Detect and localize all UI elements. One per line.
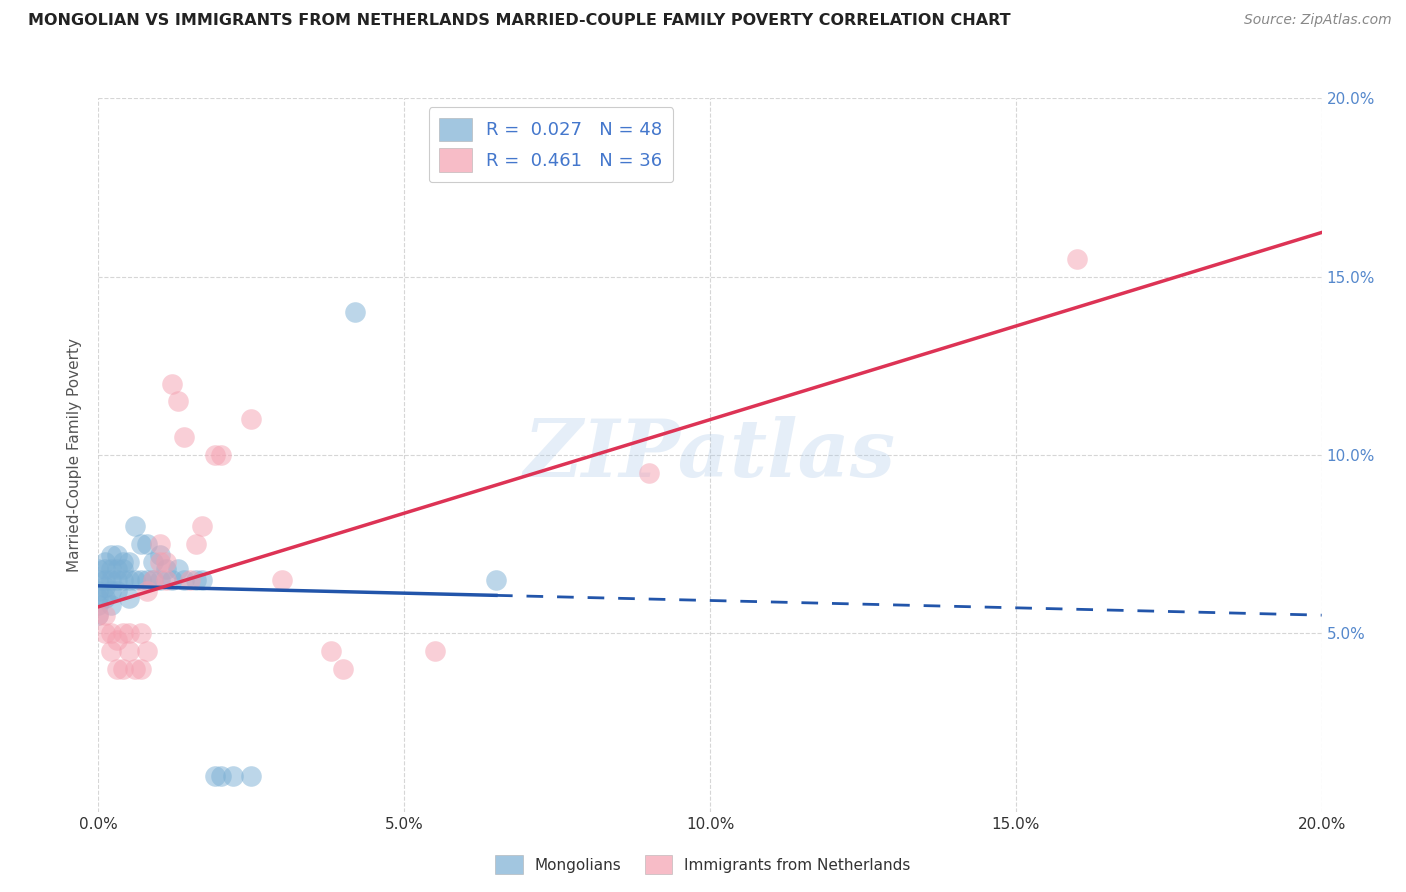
Point [93, 573, 115, 587]
Point [111, 562, 134, 576]
Point [118, 573, 141, 587]
Point [87, 608, 110, 623]
Point [209, 448, 232, 462]
Point [319, 644, 342, 658]
Point [240, 412, 263, 426]
Text: MONGOLIAN VS IMMIGRANTS FROM NETHERLANDS MARRIED-COUPLE FAMILY POVERTY CORRELATI: MONGOLIAN VS IMMIGRANTS FROM NETHERLANDS… [28, 13, 1011, 29]
Point [87, 591, 110, 605]
Point [129, 626, 152, 640]
Point [100, 598, 122, 612]
Point [100, 644, 122, 658]
Point [209, 769, 232, 783]
Point [136, 573, 159, 587]
Point [129, 537, 152, 551]
Point [142, 573, 165, 587]
Point [136, 583, 159, 598]
Y-axis label: Married-Couple Family Poverty: Married-Couple Family Poverty [67, 338, 83, 572]
Point [87, 573, 110, 587]
Point [111, 555, 134, 569]
Point [118, 555, 141, 569]
Point [155, 573, 177, 587]
Point [173, 430, 195, 444]
Point [118, 591, 141, 605]
Legend: Mongolians, Immigrants from Netherlands: Mongolians, Immigrants from Netherlands [489, 849, 917, 880]
Point [118, 626, 141, 640]
Point [129, 573, 152, 587]
Point [155, 555, 177, 569]
Text: ZIPatlas: ZIPatlas [524, 417, 896, 493]
Point [111, 626, 134, 640]
Point [87, 562, 110, 576]
Point [240, 769, 263, 783]
Point [204, 769, 226, 783]
Point [167, 394, 190, 409]
Point [100, 562, 122, 576]
Point [1066, 252, 1088, 266]
Point [167, 562, 190, 576]
Point [105, 562, 128, 576]
Point [222, 769, 245, 783]
Point [332, 662, 354, 676]
Point [142, 573, 165, 587]
Point [149, 537, 172, 551]
Point [105, 573, 128, 587]
Point [129, 662, 152, 676]
Point [142, 555, 165, 569]
Point [191, 519, 214, 533]
Point [105, 662, 128, 676]
Point [100, 548, 122, 562]
Point [111, 573, 134, 587]
Legend: R =  0.027   N = 48, R =  0.461   N = 36: R = 0.027 N = 48, R = 0.461 N = 36 [429, 107, 673, 183]
Point [186, 573, 208, 587]
Point [93, 591, 115, 605]
Point [124, 573, 146, 587]
Point [87, 583, 110, 598]
Point [344, 305, 367, 319]
Point [93, 608, 115, 623]
Point [485, 573, 508, 587]
Point [118, 644, 141, 658]
Point [149, 573, 172, 587]
Point [155, 562, 177, 576]
Point [637, 466, 661, 480]
Point [100, 573, 122, 587]
Point [105, 548, 128, 562]
Point [179, 573, 201, 587]
Point [87, 598, 110, 612]
Point [100, 583, 122, 598]
Point [423, 644, 446, 658]
Point [87, 608, 110, 623]
Text: Source: ZipAtlas.com: Source: ZipAtlas.com [1244, 13, 1392, 28]
Point [136, 537, 159, 551]
Point [100, 626, 122, 640]
Point [124, 519, 146, 533]
Point [149, 555, 172, 569]
Point [93, 626, 115, 640]
Point [105, 583, 128, 598]
Point [105, 633, 128, 648]
Point [173, 573, 195, 587]
Point [136, 644, 159, 658]
Point [93, 555, 115, 569]
Point [93, 580, 115, 594]
Point [204, 448, 226, 462]
Point [160, 376, 183, 391]
Point [191, 573, 214, 587]
Point [149, 548, 172, 562]
Point [186, 537, 208, 551]
Point [160, 573, 183, 587]
Point [111, 662, 134, 676]
Point [124, 662, 146, 676]
Point [270, 573, 292, 587]
Point [93, 562, 115, 576]
